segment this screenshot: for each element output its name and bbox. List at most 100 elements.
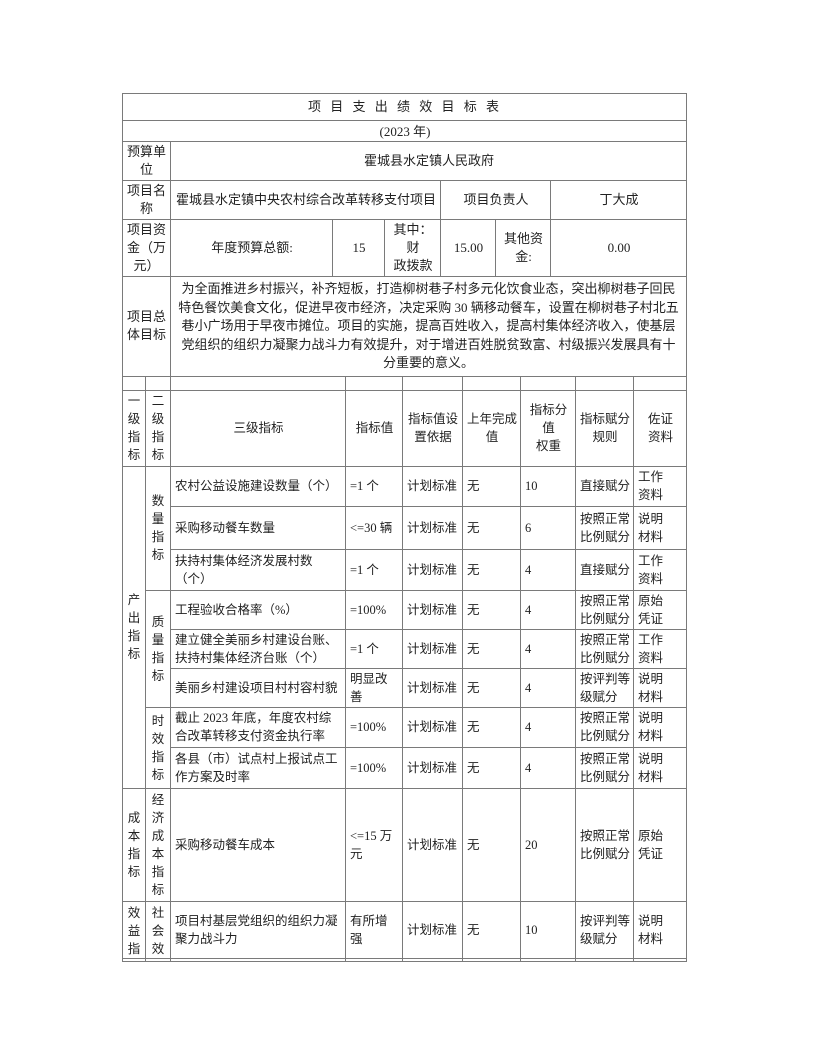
value-basis: 计划标准 [402, 667, 463, 708]
prev-year-value: 无 [462, 465, 521, 507]
overall-goal-row: 项目总 体目标 为全面推进乡村振兴，补齐短板，打造柳树巷子村多元化饮食业态，突出… [122, 276, 687, 377]
prev-year-value: 无 [462, 746, 521, 789]
clipped-row [122, 957, 687, 962]
header-level1: 一级指标 [122, 389, 146, 467]
performance-target-table: 项 目 支 出 绩 效 目 标 表 (2023 年) 预算单 位 霍城县水定镇人… [122, 93, 687, 962]
budget-unit-label: 预算单 位 [122, 141, 171, 181]
empty-cell [575, 957, 634, 962]
level1-benefit: 效益指 [122, 900, 146, 959]
header-scoring-rule: 指标赋分 规则 [575, 389, 634, 467]
annual-budget-value: 15 [332, 219, 385, 277]
empty-cell [170, 375, 346, 391]
scoring-rule: 按照正常 比例赋分 [575, 628, 634, 669]
indicator-row: 效益指 社会效 项目村基层党组织的组织力凝 聚力战斗力 有所增 强 计划标准 无… [122, 900, 687, 959]
prev-year-value: 无 [462, 589, 521, 630]
level2-quantity: 数量指标 [145, 465, 171, 591]
empty-cell [170, 957, 346, 962]
level1-output: 产出指标 [122, 465, 146, 789]
weight: 4 [520, 706, 576, 748]
indicator-row: 成本指标 经济成本指标 采购移动餐车成本 <=15 万 元 计划标准 无 20 … [122, 787, 687, 902]
prev-year-value: 无 [462, 548, 521, 591]
empty-cell [462, 375, 521, 391]
indicator-name: 截止 2023 年底，年度农村综 合改革转移支付资金执行率 [170, 706, 346, 748]
weight: 10 [520, 465, 576, 507]
title-row: 项 目 支 出 绩 效 目 标 表 [122, 93, 687, 121]
scoring-rule: 按照正常 比例赋分 [575, 589, 634, 630]
indicator-row: 建立健全美丽乡村建设台账、 扶持村集体经济台账（个） =1 个 计划标准 无 4… [123, 628, 687, 669]
indicator-value: =100% [345, 746, 403, 789]
empty-cell [145, 375, 171, 391]
document-year: (2023 年) [122, 120, 687, 142]
project-name-label: 项目名 称 [122, 180, 171, 220]
evidence: 说明 材料 [633, 900, 687, 959]
header-evidence: 佐证 资料 [633, 389, 687, 467]
value-basis: 计划标准 [402, 548, 463, 591]
indicator-value: =1 个 [345, 465, 403, 507]
empty-cell [145, 957, 171, 962]
weight: 4 [520, 628, 576, 669]
indicator-row: 扶持村集体经济发展村数 （个） =1 个 计划标准 无 4 直接赋分 工作 资料 [123, 548, 687, 591]
empty-cell [633, 375, 687, 391]
indicator-value: <=15 万 元 [345, 787, 403, 902]
indicator-name: 建立健全美丽乡村建设台账、 扶持村集体经济台账（个） [170, 628, 346, 669]
prev-year-value: 无 [462, 787, 521, 902]
weight: 4 [520, 667, 576, 708]
value-basis: 计划标准 [402, 465, 463, 507]
evidence: 原始 凭证 [633, 787, 687, 902]
indicator-row: 产出指标 数量指标 农村公益设施建设数量（个） =1 个 计划标准 无 10 直… [122, 465, 687, 789]
scoring-rule: 按评判等 级赋分 [575, 900, 634, 959]
indicator-name: 工程验收合格率（%） [170, 589, 346, 630]
annual-budget-label: 年度预算总额: [170, 219, 333, 277]
other-funds-label: 其他资 金: [495, 219, 551, 277]
header-prev-year: 上年完成 值 [462, 389, 521, 467]
level2-quality: 质量指标 [145, 589, 171, 708]
value-basis: 计划标准 [402, 589, 463, 630]
indicator-row: 美丽乡村建设项目村村容村貌 明显改 善 计划标准 无 4 按评判等 级赋分 说明… [123, 667, 687, 708]
indicator-name: 采购移动餐车数量 [170, 505, 346, 550]
evidence: 说明 材料 [633, 505, 687, 550]
scoring-rule: 直接赋分 [575, 548, 634, 591]
budget-unit-value: 霍城县水定镇人民政府 [170, 141, 687, 181]
indicator-name: 农村公益设施建设数量（个） [170, 465, 346, 507]
level2-social-benefit: 社会效 [145, 900, 171, 959]
value-basis: 计划标准 [402, 787, 463, 902]
value-basis: 计划标准 [402, 505, 463, 550]
prev-year-value: 无 [462, 667, 521, 708]
evidence: 工作 资料 [633, 628, 687, 669]
indicator-value: =1 个 [345, 548, 403, 591]
other-funds-value: 0.00 [550, 219, 687, 277]
empty-cell [575, 375, 634, 391]
indicator-row: 采购移动餐车数量 <=30 辆 计划标准 无 6 按照正常 比例赋分 说明 材料 [123, 505, 687, 550]
indicator-value: 有所增 强 [345, 900, 403, 959]
evidence: 说明 材料 [633, 667, 687, 708]
empty-cell [462, 957, 521, 962]
overall-goal-label: 项目总 体目标 [122, 276, 171, 377]
indicator-table: 一级指标 二级指标 三级指标 指标值 指标值设 置依据 上年完成 值 指标分值 … [122, 375, 687, 962]
value-basis: 计划标准 [402, 628, 463, 669]
header-weight: 指标分值 权重 [520, 389, 576, 467]
year-row: (2023 年) [122, 120, 687, 142]
empty-cell [122, 375, 146, 391]
indicator-value: <=30 辆 [345, 505, 403, 550]
project-name-row: 项目名 称 霍城县水定镇中央农村综合改革转移支付项目 项目负责人 丁大成 [122, 180, 687, 220]
evidence: 原始 凭证 [633, 589, 687, 630]
indicator-value: =1 个 [345, 628, 403, 669]
project-funds-row: 项目资 金（万 元） 年度预算总额: 15 其中：财 政拨款 15.00 其他资… [122, 219, 687, 277]
empty-cell [633, 957, 687, 962]
scoring-rule: 按评判等 级赋分 [575, 667, 634, 708]
evidence: 工作 资料 [633, 465, 687, 507]
empty-cell [345, 957, 403, 962]
prev-year-value: 无 [462, 505, 521, 550]
evidence: 说明 材料 [633, 746, 687, 789]
value-basis: 计划标准 [402, 706, 463, 748]
empty-cell [402, 957, 463, 962]
header-value-basis: 指标值设 置依据 [402, 389, 463, 467]
indicator-name: 项目村基层党组织的组织力凝 聚力战斗力 [170, 900, 346, 959]
scoring-rule: 按照正常 比例赋分 [575, 706, 634, 748]
level1-cost: 成本指标 [122, 787, 146, 902]
weight: 20 [520, 787, 576, 902]
indicator-row: 时效指标 截止 2023 年底，年度农村综 合改革转移支付资金执行率 =100%… [123, 706, 687, 789]
empty-cell [122, 957, 146, 962]
indicator-name: 美丽乡村建设项目村村容村貌 [170, 667, 346, 708]
project-info-table: 项 目 支 出 绩 效 目 标 表 (2023 年) 预算单 位 霍城县水定镇人… [122, 93, 687, 377]
